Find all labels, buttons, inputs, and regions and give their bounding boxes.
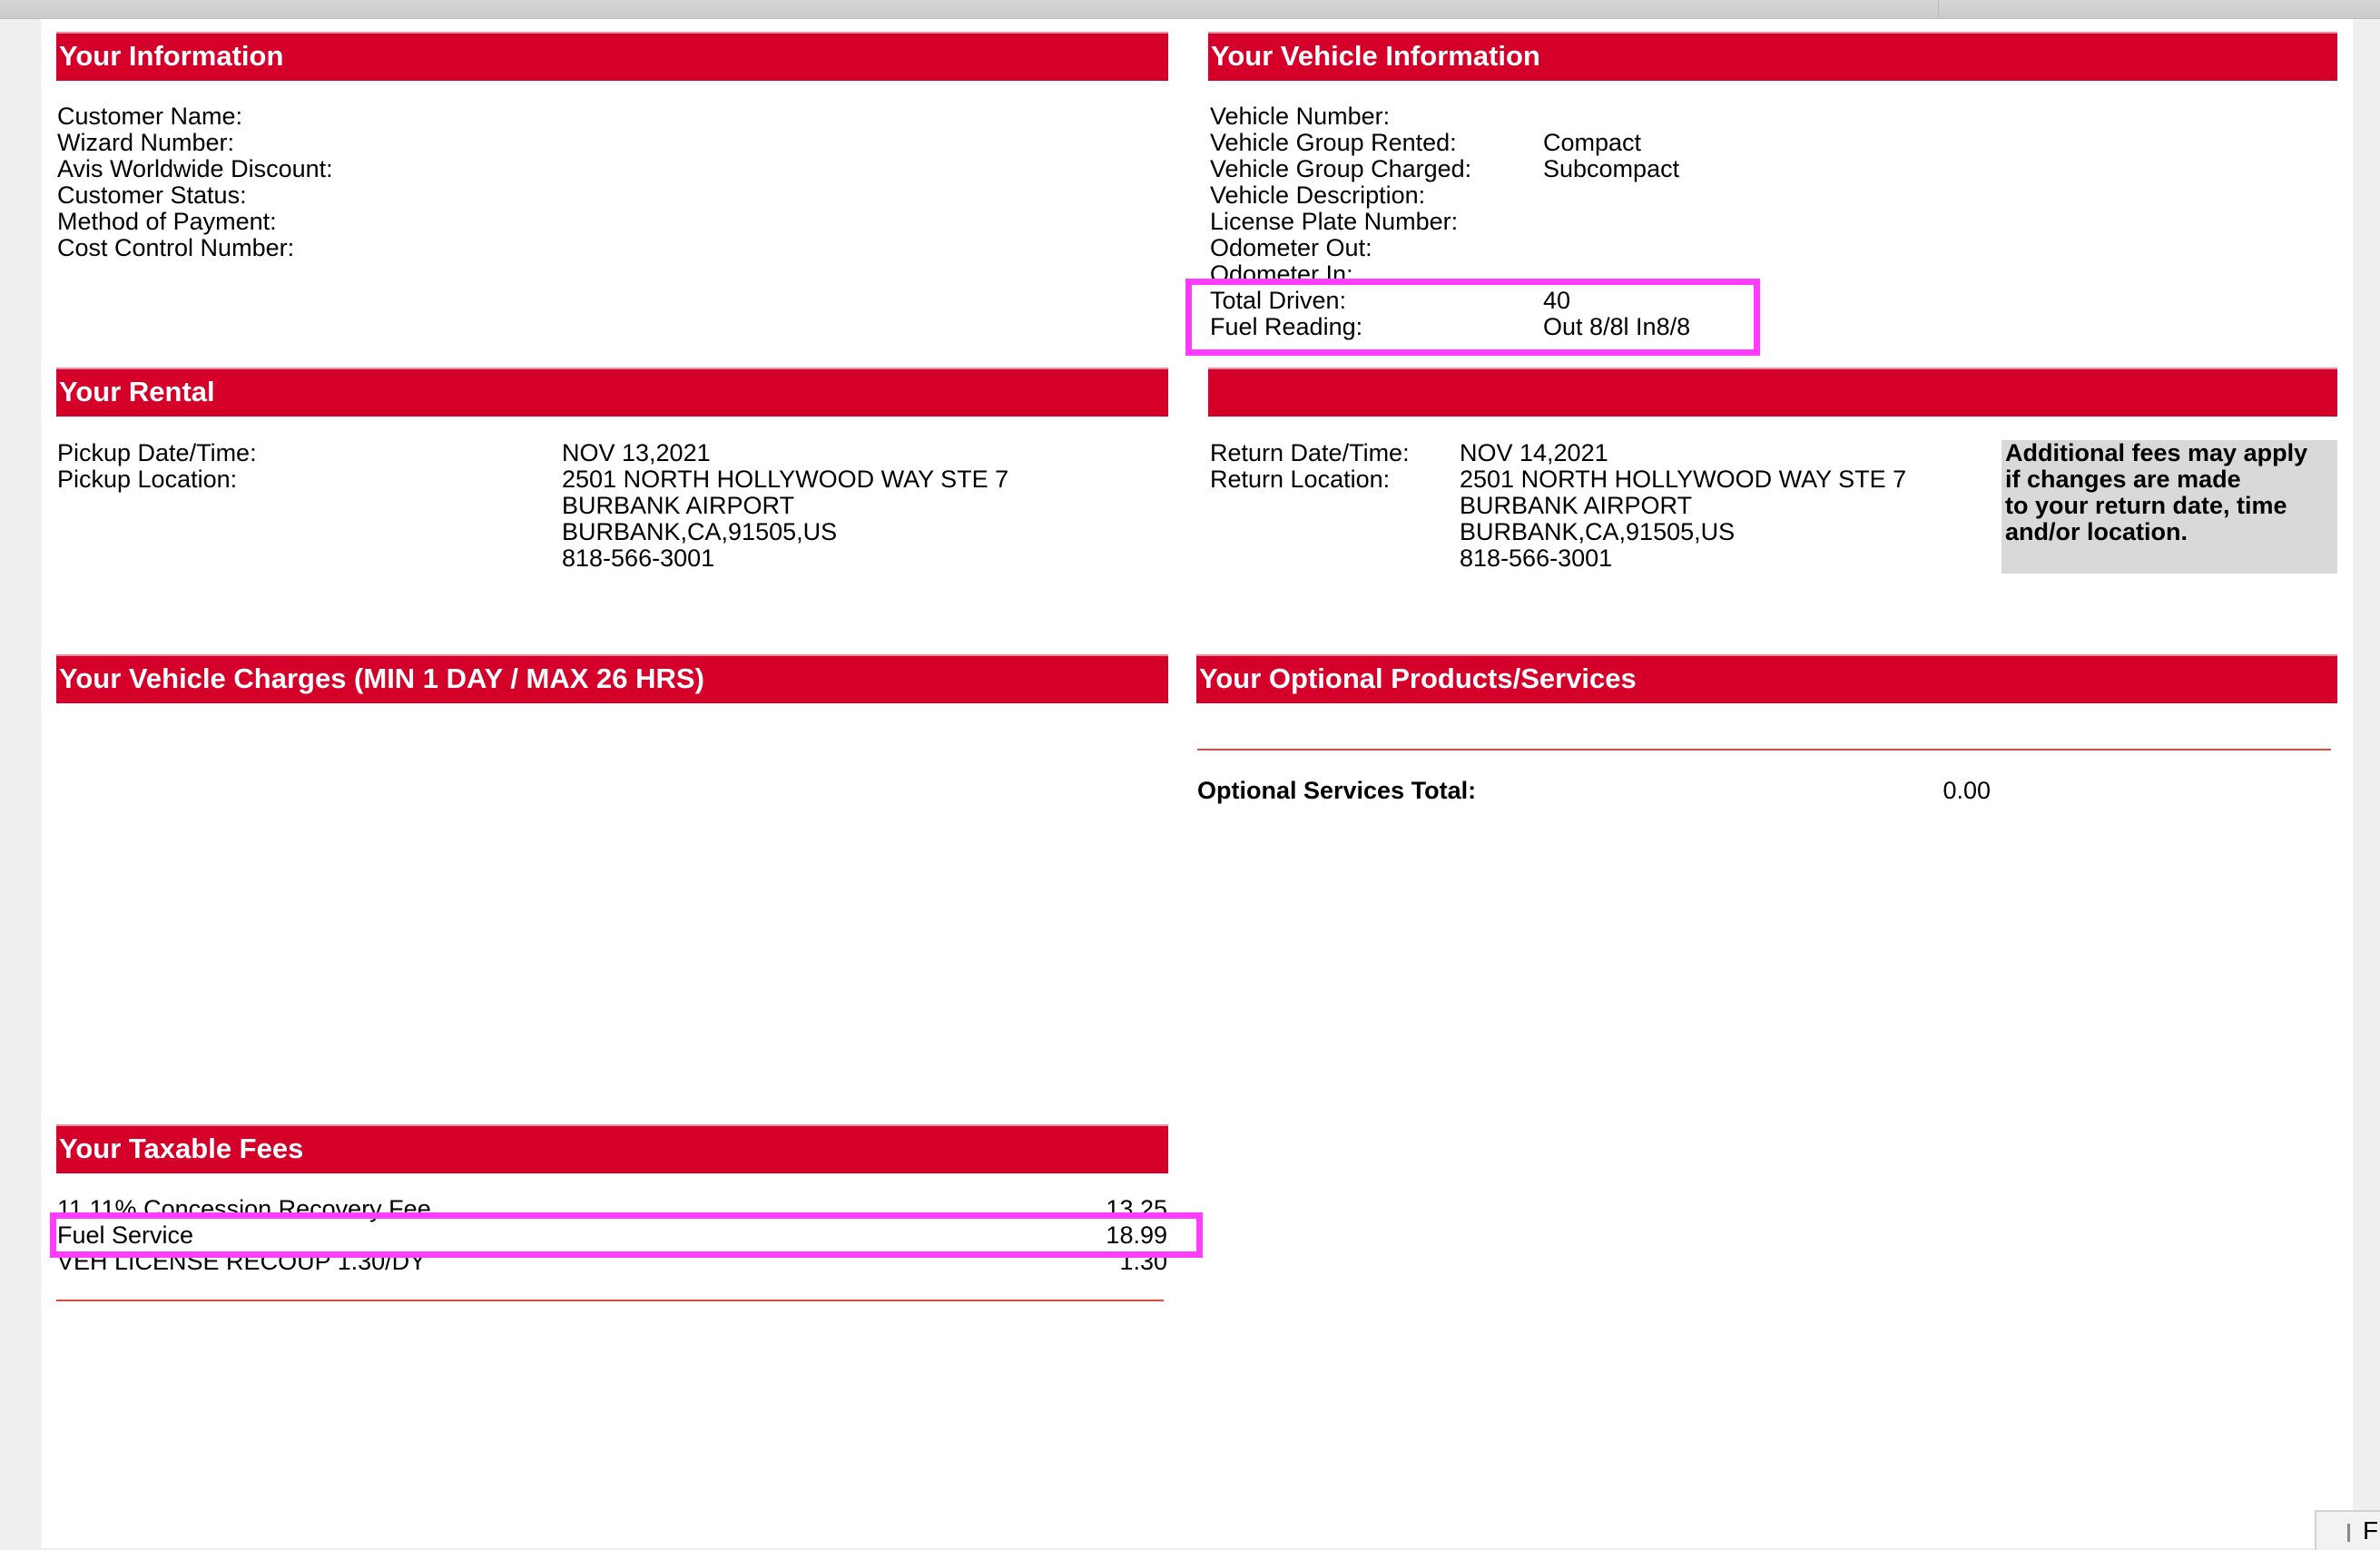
- pickup-address-line: BURBANK,CA,91505,US: [562, 518, 838, 545]
- corner-button-label: F: [2363, 1516, 2379, 1545]
- group-rented-label: Vehicle Group Rented:: [1210, 129, 1457, 156]
- return-address-line: BURBANK,CA,91505,US: [1460, 518, 1736, 545]
- return-header-bar: [1208, 368, 2337, 417]
- divider-icon: [2347, 1523, 2350, 1542]
- payment-method-label: Method of Payment:: [57, 208, 277, 235]
- worldwide-discount-label: Avis Worldwide Discount:: [57, 155, 333, 182]
- your-rental-header: Your Rental: [56, 368, 1168, 417]
- fee-row-label: Fuel Service: [57, 1221, 194, 1249]
- odometer-in-label: Odometer In:: [1210, 261, 1353, 281]
- total-driven-value: 40: [1543, 287, 1571, 314]
- additional-fees-note: Additional fees may apply if changes are…: [2001, 440, 2337, 574]
- note-line: Additional fees may apply: [2005, 439, 2308, 466]
- pickup-phone: 818-566-3001: [562, 544, 715, 572]
- optional-total-label: Optional Services Total:: [1197, 777, 1477, 804]
- return-location-label: Return Location:: [1210, 466, 1391, 493]
- pickup-address-line: BURBANK AIRPORT: [562, 492, 795, 519]
- cost-control-label: Cost Control Number:: [57, 234, 295, 261]
- license-plate-label: License Plate Number:: [1210, 208, 1459, 235]
- fees-divider: [56, 1300, 1164, 1301]
- pickup-location-label: Pickup Location:: [57, 466, 238, 493]
- vehicle-number-label: Vehicle Number:: [1210, 103, 1391, 130]
- top-bar-divider: [1938, 0, 1939, 18]
- note-line: and/or location.: [2005, 518, 2188, 545]
- group-charged-value: Subcompact: [1543, 155, 1680, 182]
- optional-divider: [1197, 749, 2331, 750]
- return-address-line: 2501 NORTH HOLLYWOOD WAY STE 7: [1460, 466, 1907, 493]
- return-datetime-value: NOV 14,2021: [1460, 439, 1608, 466]
- pickup-address-line: 2501 NORTH HOLLYWOOD WAY STE 7: [562, 466, 1009, 493]
- odometer-out-label: Odometer Out:: [1210, 234, 1372, 261]
- wizard-number-label: Wizard Number:: [57, 129, 235, 156]
- fee-row-value: 18.99: [1106, 1221, 1167, 1249]
- taxable-fees-header: Your Taxable Fees: [56, 1124, 1168, 1173]
- window-top-bar: [0, 0, 2380, 19]
- highlight-box-fuel-service: [50, 1212, 1203, 1258]
- return-address-line: BURBANK AIRPORT: [1460, 492, 1693, 519]
- optional-services-header: Your Optional Products/Services: [1196, 654, 2337, 703]
- group-charged-label: Vehicle Group Charged:: [1210, 155, 1472, 182]
- optional-total-value: 0.00: [1942, 777, 1991, 804]
- corner-button[interactable]: F: [2315, 1510, 2380, 1550]
- pickup-datetime-value: NOV 13,2021: [562, 439, 711, 466]
- vehicle-description-label: Vehicle Description:: [1210, 181, 1426, 209]
- vehicle-charges-header: Your Vehicle Charges (MIN 1 DAY / MAX 26…: [56, 654, 1168, 703]
- highlight-box-fuel-mileage: [1185, 279, 1760, 356]
- customer-status-label: Customer Status:: [57, 181, 247, 209]
- note-line: to your return date, time: [2005, 492, 2287, 519]
- note-line: if changes are made: [2005, 466, 2241, 493]
- fuel-reading-label: Fuel Reading:: [1210, 313, 1363, 340]
- return-datetime-label: Return Date/Time:: [1210, 439, 1410, 466]
- total-driven-label: Total Driven:: [1210, 287, 1347, 314]
- customer-name-label: Customer Name:: [57, 103, 243, 130]
- fuel-reading-value: Out 8/8l In8/8: [1543, 313, 1691, 340]
- vehicle-information-header: Your Vehicle Information: [1208, 32, 2337, 81]
- your-information-header: Your Information: [56, 32, 1168, 81]
- return-phone: 818-566-3001: [1460, 544, 1613, 572]
- document-page: [41, 19, 2353, 1548]
- group-rented-value: Compact: [1543, 129, 1642, 156]
- pickup-datetime-label: Pickup Date/Time:: [57, 439, 257, 466]
